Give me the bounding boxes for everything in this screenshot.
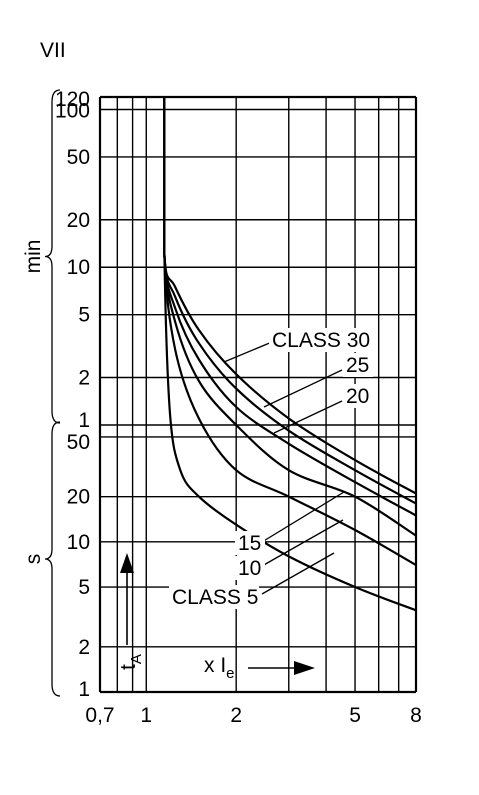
y-tick-label-min: 120 — [55, 88, 90, 111]
y-tick-label-s: 1 — [78, 678, 90, 701]
unit-braces: min s — [22, 89, 61, 697]
x-tick-label: 1 — [140, 704, 152, 727]
y-tick-label-s: 2 — [78, 636, 90, 659]
series-leader-line — [261, 519, 344, 567]
series-leader-line — [273, 400, 343, 434]
x-tick-label: 5 — [349, 704, 361, 727]
y-tick-label-s: 10 — [67, 531, 90, 554]
unit-brace — [44, 421, 61, 697]
series-label-bg — [343, 384, 373, 408]
y-axis-label: tA — [117, 654, 145, 670]
series-line — [163, 97, 417, 517]
series-leader-line — [261, 552, 335, 595]
series-label: 10 — [238, 557, 261, 580]
series-label-bg — [235, 556, 265, 580]
y-tick-label-min: 50 — [67, 146, 90, 169]
series-line — [163, 97, 417, 612]
y-tick-label-min: 1 — [78, 409, 90, 432]
y-tick-label-s: 50 — [67, 431, 90, 454]
x-tick-label: 2 — [230, 704, 242, 727]
x-tick-label: 8 — [410, 704, 422, 727]
y-unit-label: min — [22, 240, 45, 274]
unit-brace — [44, 89, 61, 424]
series-line — [163, 97, 417, 495]
curves — [163, 97, 417, 612]
series-label: 20 — [346, 385, 369, 408]
series-label: CLASS 30 — [272, 329, 370, 352]
series-line — [163, 97, 417, 537]
y-tick-label-min: 5 — [78, 304, 90, 327]
figure-label: VII — [40, 39, 66, 62]
series-label: CLASS 5 — [172, 586, 258, 609]
y-unit-label: s — [22, 554, 45, 565]
series-leader-line — [263, 369, 343, 408]
series-line — [163, 97, 417, 567]
series-label-bg — [169, 585, 259, 609]
series-label: 25 — [346, 354, 369, 377]
x-arrow-head — [294, 661, 315, 675]
series-label-bg — [235, 531, 265, 555]
series-label: 15 — [238, 532, 261, 555]
series-label-bg — [343, 353, 373, 377]
y-tick-label-s: 5 — [78, 576, 90, 599]
series-line — [163, 97, 417, 505]
y-tick-label-s: 20 — [67, 486, 90, 509]
y-tick-label-min: 100 — [55, 99, 90, 122]
y-tick-label-min: 20 — [67, 209, 90, 232]
x-tick-label: 0,7 — [85, 704, 114, 727]
series-leader-line — [223, 341, 273, 363]
y-tick-label-min: 10 — [67, 256, 90, 279]
series-label-bg — [269, 328, 371, 352]
x-axis-label: x Ie — [204, 654, 235, 682]
y-arrow-head — [120, 553, 134, 573]
y-tick-label-min: 2 — [78, 367, 90, 390]
series-leader-line — [261, 491, 345, 543]
